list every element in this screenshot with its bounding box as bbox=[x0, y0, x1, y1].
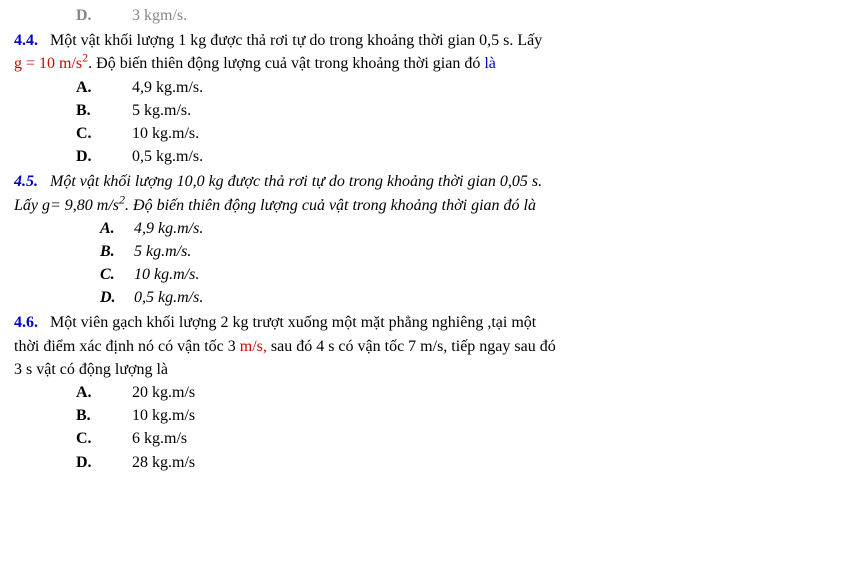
question-4-6-line2: thời điểm xác định nó có vận tốc 3 m/s, … bbox=[14, 335, 836, 358]
answer-a: A.4,9 kg.m/s. bbox=[100, 217, 836, 240]
answer-letter: C. bbox=[76, 122, 132, 145]
answers-4-5: A.4,9 kg.m/s. B.5 kg.m/s. C.10 kg.m/s. D… bbox=[14, 217, 836, 310]
answer-text: 5 kg.m/s. bbox=[134, 243, 191, 260]
question-4-5: 4.5. Một vật khối lượng 10,0 kg được thả… bbox=[14, 170, 836, 193]
answer-text: 3 kgm/s. bbox=[132, 7, 187, 24]
question-text-la: là bbox=[484, 55, 496, 72]
answer-b: B.5 kg.m/s. bbox=[76, 99, 836, 122]
question-text-line1: Một vật khối lượng 1 kg được thả rơi tự … bbox=[50, 32, 542, 49]
formula-g: Lấy g= 9,80 m/s bbox=[14, 197, 119, 214]
question-number: 4.5. bbox=[14, 173, 38, 190]
answer-letter: A. bbox=[100, 217, 134, 240]
answer-text: 0,5 kg.m/s. bbox=[134, 289, 203, 306]
answer-letter: A. bbox=[76, 76, 132, 99]
formula-g: g = 10 m/s bbox=[14, 55, 82, 72]
answer-letter: C. bbox=[76, 427, 132, 450]
answer-text: 4,9 kg.m/s. bbox=[134, 220, 203, 237]
answer-letter: A. bbox=[76, 381, 132, 404]
answer-letter: D. bbox=[100, 286, 134, 309]
answer-letter: B. bbox=[76, 404, 132, 427]
answer-text: 4,9 kg.m/s. bbox=[132, 79, 203, 96]
answer-d: D.28 kg.m/s bbox=[76, 451, 836, 474]
answer-c: C.6 kg.m/s bbox=[76, 427, 836, 450]
question-number: 4.6. bbox=[14, 314, 38, 331]
answers-4-4: A.4,9 kg.m/s. B.5 kg.m/s. C.10 kg.m/s. D… bbox=[14, 76, 836, 169]
answer-b: B.5 kg.m/s. bbox=[100, 240, 836, 263]
answer-c: C.10 kg.m/s. bbox=[100, 263, 836, 286]
previous-answer-d: D.3 kgm/s. bbox=[14, 4, 836, 27]
question-text-line1: Một vật khối lượng 10,0 kg được thả rơi … bbox=[50, 173, 542, 190]
question-4-5-line2: Lấy g= 9,80 m/s2. Độ biến thiên động lượ… bbox=[14, 194, 836, 217]
answer-a: A.4,9 kg.m/s. bbox=[76, 76, 836, 99]
question-text-line2b: . Độ biến thiên động lượng cuả vật trong… bbox=[88, 55, 484, 72]
answer-text: 5 kg.m/s. bbox=[132, 102, 191, 119]
question-text-line3: 3 s vật có động lượng là bbox=[14, 361, 168, 378]
question-number: 4.4. bbox=[14, 32, 38, 49]
question-4-4-line2: g = 10 m/s2. Độ biến thiên động lượng cu… bbox=[14, 52, 836, 75]
question-text-line1: Một viên gạch khối lượng 2 kg trượt xuốn… bbox=[50, 314, 536, 331]
answer-letter: B. bbox=[76, 99, 132, 122]
answer-letter: D. bbox=[76, 145, 132, 168]
answer-text: 20 kg.m/s bbox=[132, 384, 195, 401]
question-text-line2c: sau đó 4 s có vận tốc 7 m/s, tiếp ngay s… bbox=[267, 338, 556, 355]
answer-text: 10 kg.m/s. bbox=[134, 266, 199, 283]
question-4-4: 4.4. Một vật khối lượng 1 kg được thả rơ… bbox=[14, 29, 836, 52]
answer-text: 6 kg.m/s bbox=[132, 430, 187, 447]
question-4-6: 4.6. Một viên gạch khối lượng 2 kg trượt… bbox=[14, 311, 836, 334]
answer-d: D.0,5 kg.m/s. bbox=[76, 145, 836, 168]
question-text-line2b: . Độ biến thiên động lượng cuả vật trong… bbox=[125, 197, 536, 214]
answer-letter: B. bbox=[100, 240, 134, 263]
answer-c: C.10 kg.m/s. bbox=[76, 122, 836, 145]
answers-4-6: A.20 kg.m/s B.10 kg.m/s C.6 kg.m/s D.28 … bbox=[14, 381, 836, 474]
answer-text: 10 kg.m/s bbox=[132, 407, 195, 424]
question-text-ms: m/s, bbox=[240, 338, 267, 355]
question-text-line2a: thời điểm xác định nó có vận tốc 3 bbox=[14, 338, 240, 355]
answer-text: 10 kg.m/s. bbox=[132, 125, 199, 142]
answer-a: A.20 kg.m/s bbox=[76, 381, 836, 404]
answer-letter: D. bbox=[76, 451, 132, 474]
answer-letter: D. bbox=[76, 4, 132, 27]
answer-letter: C. bbox=[100, 263, 134, 286]
answer-text: 28 kg.m/s bbox=[132, 454, 195, 471]
question-4-6-line3: 3 s vật có động lượng là bbox=[14, 358, 836, 381]
answer-d: D.0,5 kg.m/s. bbox=[100, 286, 836, 309]
answer-text: 0,5 kg.m/s. bbox=[132, 148, 203, 165]
answer-b: B.10 kg.m/s bbox=[76, 404, 836, 427]
